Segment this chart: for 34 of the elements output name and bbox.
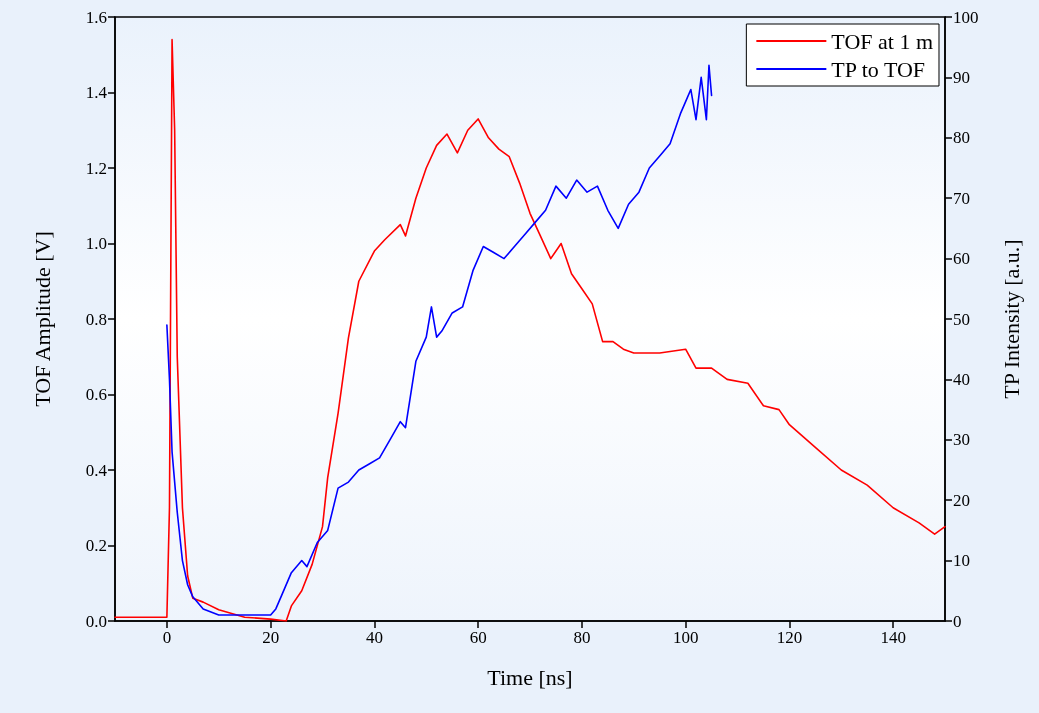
y2-tick-label: 40 (953, 369, 970, 389)
x-tick-label: 140 (880, 628, 906, 647)
y-tick-label: 1.0 (85, 234, 107, 253)
y-tick-label: 0.0 (85, 611, 107, 631)
y-tick-label: 0.4 (85, 460, 108, 480)
x-tick-label: 80 (573, 628, 591, 647)
y-tick-label: 0.8 (85, 309, 107, 329)
y-axis-title: TOF Amplitude [V] (29, 231, 55, 407)
x-tick-label: 20 (262, 628, 280, 647)
y-tick-label: 1.2 (85, 158, 107, 178)
y2-tick-label: 50 (953, 309, 970, 329)
y-tick-label: 1.6 (85, 7, 107, 27)
x-tick-label: 40 (365, 628, 383, 647)
y-tick-label: 0.2 (85, 536, 107, 555)
x-tick-label: 0 (162, 628, 172, 647)
y2-tick-label: 20 (953, 490, 970, 510)
y-tick-label: 1.4 (85, 83, 108, 102)
x-axis-title: Time [ns] (487, 664, 573, 690)
x-tick-label: 120 (776, 628, 803, 647)
y-tick-label: 0.6 (85, 385, 107, 404)
y2-tick-label: 100 (953, 7, 979, 27)
x-tick-label: 100 (672, 628, 699, 647)
line-series (166, 64, 713, 616)
legend-label: TP to TOF (831, 56, 926, 82)
y2-tick-label: 10 (953, 551, 970, 571)
y2-tick-label: 70 (953, 188, 970, 208)
y2-tick-label: 30 (953, 430, 970, 450)
y2-tick-label: 0 (953, 611, 962, 631)
y2-axis-title: TP Intensity [a.u.] (998, 239, 1024, 399)
y2-tick-label: 90 (953, 67, 970, 87)
y2-tick-label: 60 (953, 249, 970, 269)
y2-tick-label: 80 (953, 128, 970, 148)
legend-label: TOF at 1 m (831, 28, 933, 54)
x-tick-label: 60 (469, 628, 487, 647)
